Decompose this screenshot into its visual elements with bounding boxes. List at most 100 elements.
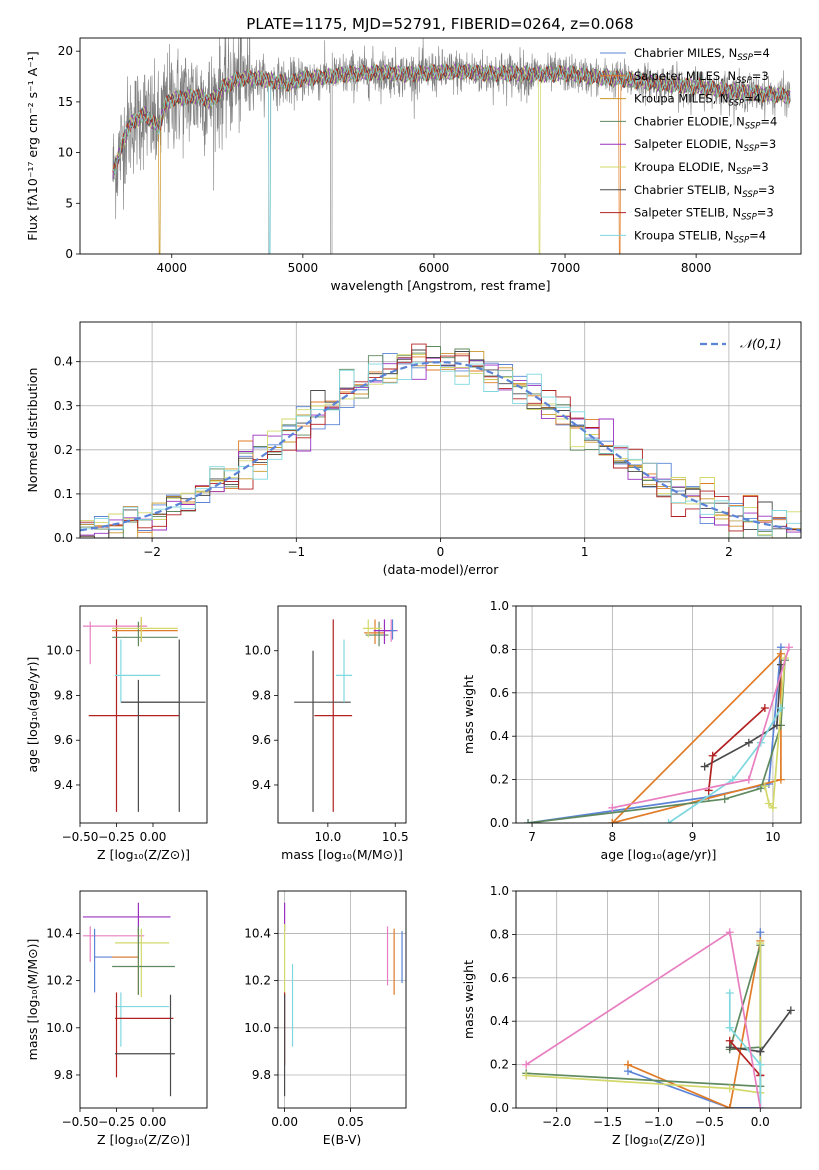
- x-tick-label: −0.5: [695, 1115, 724, 1129]
- y-tick-label: 0.6: [490, 686, 509, 700]
- legend-label: Salpeter ELODIE, NSSP=3: [634, 137, 776, 154]
- x-tick-label: 10.5: [382, 830, 409, 844]
- x-axis-label: Z [log₁₀(Z/Z⊙)]: [612, 1132, 705, 1147]
- y-tick-label: 9.8: [54, 1068, 73, 1082]
- spectrum-axes: 4000 5000 6000 7000 8000 0 5 10 15 20 wavelength […: [25, 44, 711, 293]
- legend-tail: =3: [757, 206, 774, 220]
- histogram-step: [80, 362, 801, 537]
- plus-marker: [776, 703, 785, 712]
- y-tick-label: 0.0: [490, 816, 509, 830]
- y-tick-label: 0.4: [54, 355, 73, 369]
- legend-tail: =4: [753, 46, 770, 60]
- y-tick-label: 10.0: [244, 644, 271, 658]
- x-tick-label: 0.05: [337, 1115, 364, 1129]
- x-tick-label: 10: [765, 830, 780, 844]
- y-tick-label: 0.1: [54, 487, 73, 501]
- plus-marker: [756, 928, 765, 937]
- legend-label: Salpeter MILES, NSSP=3: [634, 69, 769, 86]
- plus-marker: [725, 1104, 734, 1108]
- x-tick-label: 0: [437, 545, 445, 559]
- x-tick-label: −1.0: [644, 1115, 673, 1129]
- x-tick-label: 0.00: [140, 1115, 167, 1129]
- x-axis-label: age [log₁₀(age/yr)]: [601, 847, 717, 862]
- y-axis-label: mass weight: [461, 960, 476, 1039]
- series-line: [525, 930, 762, 1108]
- legend-sub: SSP: [744, 144, 760, 154]
- x-tick-label: 1: [581, 545, 589, 559]
- age-vs-mass-axes: 10.0 10.5 9.4 9.6 9.8 10.0 mass [log₁₀(M/M⊙)]: [244, 644, 408, 862]
- x-tick-label: 9: [689, 830, 697, 844]
- y-axis-label: Flux [fλ10⁻¹⁷ erg cm⁻² s⁻¹ A⁻¹]: [25, 51, 40, 240]
- y-tick-label: 9.4: [54, 778, 73, 792]
- y-tick-label: 1.0: [490, 599, 509, 613]
- residuals-frame: [79, 321, 802, 539]
- spectrum-plot: [112, 38, 791, 254]
- y-tick-label: 20: [58, 44, 73, 58]
- series-line: [764, 658, 786, 810]
- x-axis-label: E(B-V): [323, 1132, 362, 1147]
- plus-marker: [623, 1060, 632, 1069]
- y-tick-label: 0: [65, 247, 73, 261]
- plus-marker: [720, 795, 729, 804]
- y-tick-label: 0.8: [490, 642, 509, 656]
- x-tick-label: −1.5: [593, 1115, 622, 1129]
- legend-label: Chabrier STELIB, NSSP=3: [634, 183, 775, 200]
- age-vs-mass-frame: [277, 605, 407, 824]
- x-tick-label: −1: [287, 545, 305, 559]
- x-tick-label: 0.00: [271, 1115, 298, 1129]
- x-tick-label: 7: [528, 830, 536, 844]
- x-axis-label: Z [log₁₀(Z/Z⊙)]: [97, 1132, 190, 1147]
- y-tick-label: 0.0: [490, 1101, 509, 1115]
- series-line: [704, 664, 782, 768]
- plus-marker: [700, 762, 709, 771]
- y-axis-label: mass [log₁₀(M/M⊙)]: [25, 939, 40, 1061]
- y-tick-label: 9.6: [54, 733, 73, 747]
- x-tick-label: 4000: [156, 261, 187, 275]
- figure-title: PLATE=1175, MJD=52791, FIBERID=0264, z=0…: [246, 15, 633, 33]
- massweight-vs-age-axes: 7 8 9 10 0.0 0.2 0.4 0.6 0.8 1.0 age [log₁₀(age/yr…: [461, 599, 801, 862]
- x-tick-label: −2.0: [542, 1115, 571, 1129]
- x-tick-label: −0.50: [62, 1115, 99, 1129]
- plus-marker: [708, 751, 717, 760]
- age-vs-Z-axes: −0.50 −0.25 0.00 9.4 9.6 9.8 10.0 Z [log₁₀(Z/Z⊙…: [25, 644, 190, 862]
- mass-vs-EBV-frame: [277, 890, 407, 1109]
- plus-marker: [522, 1060, 531, 1069]
- x-tick-label: 6000: [419, 261, 450, 275]
- legend-tail: =4: [749, 228, 766, 242]
- residuals-axes: −2 −1 0 1 2 0.0 0.1 0.2 0.3 0.4 (data-model)/error…: [25, 322, 801, 577]
- plus-marker: [786, 1006, 795, 1015]
- y-tick-label: 0.2: [490, 773, 509, 787]
- y-tick-label: 10.4: [46, 926, 73, 940]
- y-tick-label: 0.6: [490, 971, 509, 985]
- legend-sub: SSP: [729, 99, 745, 109]
- plus-marker: [764, 799, 773, 808]
- y-tick-label: 0.4: [490, 1014, 509, 1028]
- y-tick-label: 10.0: [46, 1021, 73, 1035]
- y-tick-label: 10.0: [244, 1021, 271, 1035]
- plus-marker: [776, 649, 785, 658]
- series-line: [728, 993, 762, 1108]
- x-tick-label: 7000: [550, 261, 581, 275]
- legend-label: Salpeter STELIB, NSSP=3: [634, 206, 774, 223]
- x-tick-label: −0.25: [98, 830, 135, 844]
- plus-marker: [725, 1084, 734, 1093]
- legend-sub: SSP: [741, 213, 757, 223]
- y-tick-label: 10: [58, 146, 73, 160]
- legend-sub: SSP: [742, 190, 758, 200]
- plus-marker: [772, 721, 781, 730]
- legend-label: Kroupa STELIB, NSSP=4: [634, 228, 766, 245]
- spectrum-legend: Chabrier MILES, NSSP=4 Salpeter MILES, NS…: [600, 46, 777, 245]
- y-tick-label: 1.0: [490, 884, 509, 898]
- legend-label: Chabrier MILES, NSSP=4: [634, 46, 770, 63]
- plus-marker: [725, 1036, 734, 1045]
- plus-marker: [664, 819, 673, 823]
- legend-sub: SSP: [745, 121, 761, 131]
- y-tick-label: 9.4: [252, 778, 271, 792]
- plus-marker: [725, 1023, 734, 1032]
- y-tick-label: 0.3: [54, 399, 73, 413]
- legend-tail: =3: [752, 69, 769, 83]
- plus-marker: [744, 738, 753, 747]
- plus-marker: [608, 803, 617, 812]
- x-tick-label: −0.50: [62, 830, 99, 844]
- plus-marker: [768, 803, 777, 812]
